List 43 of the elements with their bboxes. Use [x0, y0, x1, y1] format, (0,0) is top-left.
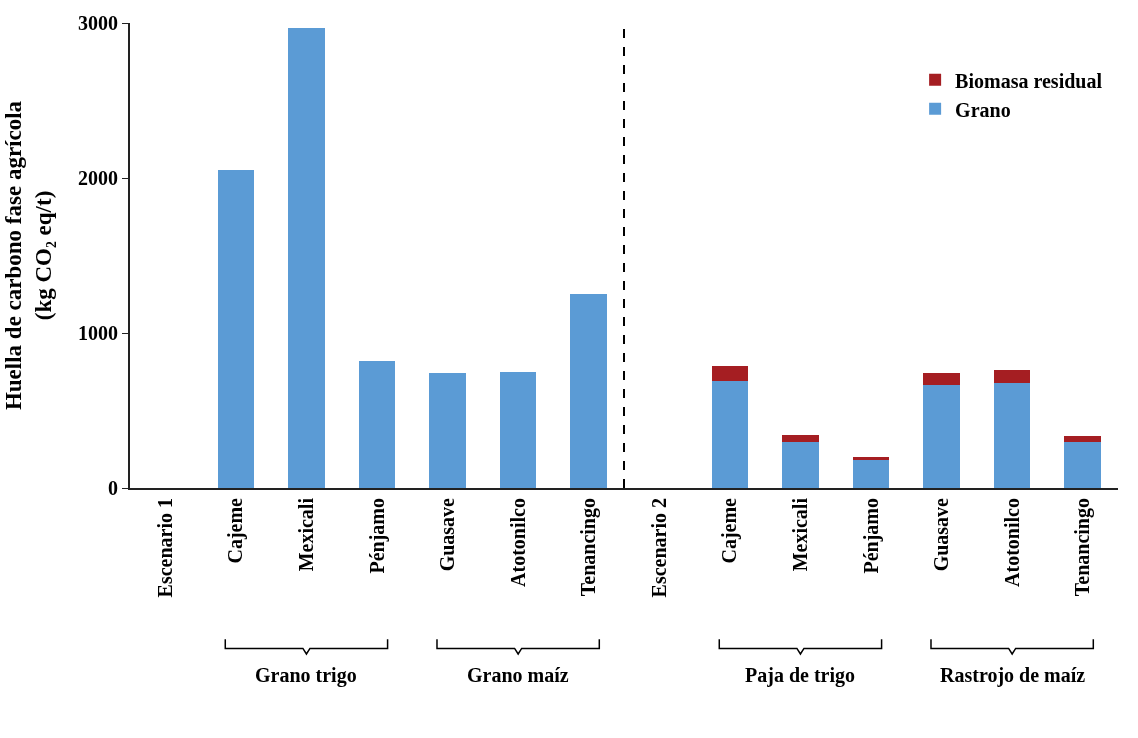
bar: [570, 294, 608, 488]
text: Grano maíz: [467, 664, 569, 686]
bar: [499, 371, 537, 488]
x-tick-label: Cajeme: [718, 497, 742, 564]
x-tick-label: Pénjamo: [365, 498, 389, 574]
x-tick-label: Guasave: [930, 497, 953, 572]
y-tick-label: 1000: [78, 322, 118, 344]
bar: [358, 360, 396, 488]
legend-label: Grano: [955, 98, 1011, 121]
x-tick-label: Mexicali: [788, 497, 811, 572]
bar: [782, 441, 819, 488]
bar: [429, 373, 466, 488]
bar: [1064, 441, 1102, 488]
x-tick-label: Tenancingo: [1071, 498, 1095, 597]
bar: [923, 372, 960, 385]
x-tick-label: Escenario 1: [153, 498, 176, 598]
y-tick-label: 0: [108, 477, 118, 499]
x-tick-label: Guasave: [436, 497, 459, 572]
y-tick-label: 2000: [78, 167, 118, 189]
text: Grano trigo: [255, 664, 357, 687]
bar: [217, 170, 255, 488]
bar: [288, 27, 325, 488]
bar: [852, 460, 890, 488]
bar: [993, 382, 1031, 488]
bar: [782, 435, 819, 442]
x-tick-label: Tenancingo: [577, 498, 601, 597]
y-tick-label: 3000: [78, 12, 118, 34]
x-tick-label: Atotonilco: [506, 498, 529, 587]
legend-label: Biomasa residual: [955, 69, 1103, 92]
text: Paja de trigo: [745, 664, 855, 687]
x-tick-label: Atotonilco: [1000, 498, 1023, 587]
x-tick-label: Cajeme: [224, 497, 248, 564]
x-tick-label: Mexicali: [294, 497, 317, 572]
bar: [923, 384, 960, 488]
y-axis-title: Huella de carbono fase agrícola (kg CO₂ eq/t): [1, 100, 56, 411]
bar: [852, 457, 890, 461]
bar: [1064, 436, 1102, 442]
x-tick-label: Pénjamo: [859, 498, 883, 574]
bar: [711, 381, 749, 488]
text: Rastrojo de maíz: [940, 664, 1086, 687]
x-tick-label: Escenario 2: [647, 498, 670, 598]
bar: [993, 370, 1031, 383]
bar: [711, 366, 749, 382]
